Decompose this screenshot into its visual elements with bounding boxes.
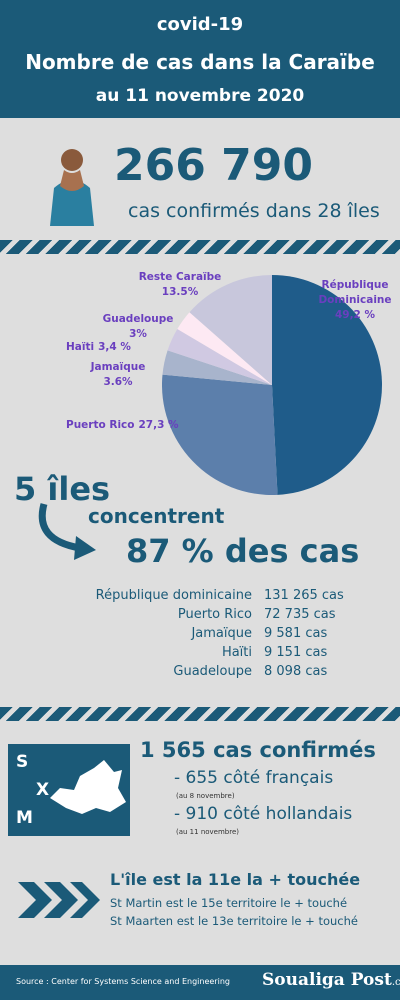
sxm-title: 1 565 cas confirmés	[140, 738, 376, 762]
divider	[0, 240, 400, 254]
pie-label-name: République Dominicaine	[318, 279, 392, 306]
pie-label-value: 3,4 %	[98, 341, 131, 353]
country-cases: 9 581 cas	[264, 626, 328, 641]
sxm-note: (au 11 novembre)	[176, 828, 240, 836]
sxm-letter: X	[36, 780, 50, 800]
country-name: Haïti	[221, 645, 252, 660]
header-title: Nombre de cas dans la Caraïbe	[25, 50, 375, 74]
sxm-item: - 910 côté hollandais	[174, 804, 353, 824]
pie-label-value: 3.6%	[103, 376, 133, 388]
country-cases: 8 098 cas	[264, 664, 328, 679]
country-name: République dominicaine	[95, 588, 252, 603]
pie-label-name: Reste Caraïbe	[138, 271, 222, 283]
pie-label-name: Puerto Rico	[66, 419, 135, 431]
pie-label-value: 3%	[129, 328, 147, 340]
rank-title: L'île est la 11e la + touchée	[110, 870, 361, 889]
brand-suffix: .com	[391, 977, 400, 988]
pie-label: Jamaïque 3.6%	[80, 360, 156, 390]
pie-label-name: Jamaïque	[90, 361, 146, 373]
pie-slice	[177, 312, 272, 385]
country-name: Guadeloupe	[173, 664, 252, 679]
brand-name: Soualiga Post	[262, 970, 392, 990]
headline: concentrent	[88, 504, 225, 528]
brand: Soualiga Post.com	[262, 970, 400, 990]
country-cases: 131 265 cas	[264, 588, 344, 603]
pie-label-value: 49,2 %	[334, 309, 376, 321]
sxm-note: (au 8 novembre)	[176, 792, 235, 800]
pie-label: Haïti 3,4 %	[66, 340, 146, 355]
total-number: 266 790	[114, 140, 314, 191]
pie-slice	[162, 374, 278, 495]
source: Source : Center for Systems Science and …	[16, 977, 230, 986]
header-line: covid-19	[156, 14, 244, 35]
country-name: Puerto Rico	[177, 607, 252, 622]
country-cases: 9 151 cas	[264, 645, 328, 660]
sxm-item: - 655 côté français	[174, 768, 334, 788]
header	[0, 0, 400, 118]
pie-slice	[167, 329, 272, 385]
sxm-letter: S	[16, 752, 29, 772]
pie-label-value: 13.5%	[161, 286, 199, 298]
pie-label: République Dominicaine 49,2 %	[310, 278, 400, 323]
pie-chart	[162, 275, 382, 495]
pie-label-value: 27,3 %	[138, 419, 179, 431]
pie-label-name: Haïti	[66, 341, 95, 353]
headline: 87 % des cas	[126, 532, 360, 570]
pie-slice	[189, 275, 272, 385]
pie-label-name: Guadeloupe	[102, 313, 174, 325]
header-date: au 11 novembre 2020	[95, 86, 305, 106]
person-icon	[50, 149, 94, 226]
sxm-letter: M	[16, 808, 33, 828]
pie-label: Guadeloupe 3%	[100, 312, 176, 342]
country-cases: 72 735 cas	[264, 607, 336, 622]
country-name: Jamaïque	[191, 626, 252, 641]
headline: 5 îles	[14, 470, 111, 508]
rank-line: St Maarten est le 13e territoire le + to…	[110, 914, 358, 928]
chevrons	[18, 882, 100, 918]
pie-label: Puerto Rico 27,3 %	[66, 418, 186, 433]
pie-slice	[272, 275, 382, 495]
divider	[0, 707, 400, 721]
island-map	[50, 760, 126, 814]
total-caption: cas confirmés dans 28 îles	[128, 200, 380, 222]
rank-line: St Martin est le 15e territoire le + tou…	[110, 896, 348, 910]
pie-slice	[162, 350, 272, 385]
arrow	[38, 503, 96, 560]
pie-label: Reste Caraïbe 13.5%	[130, 270, 230, 300]
footer	[0, 965, 400, 1000]
